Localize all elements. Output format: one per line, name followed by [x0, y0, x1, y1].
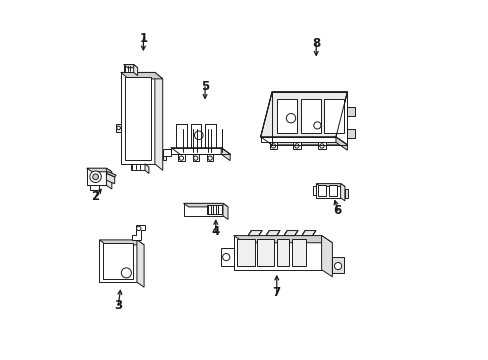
Polygon shape — [324, 99, 343, 133]
Polygon shape — [312, 186, 316, 195]
Polygon shape — [221, 248, 233, 266]
Polygon shape — [346, 129, 354, 138]
Circle shape — [207, 156, 212, 160]
Circle shape — [193, 156, 198, 160]
Polygon shape — [123, 64, 137, 68]
Text: 7: 7 — [272, 287, 280, 300]
Polygon shape — [247, 230, 262, 235]
Polygon shape — [137, 240, 144, 287]
Text: 1: 1 — [139, 32, 147, 45]
Polygon shape — [106, 168, 112, 189]
Circle shape — [90, 171, 101, 183]
Polygon shape — [332, 257, 343, 273]
Polygon shape — [86, 168, 106, 185]
Polygon shape — [265, 230, 280, 235]
Polygon shape — [121, 72, 155, 164]
Polygon shape — [300, 99, 320, 133]
Bar — [317, 185, 325, 196]
Polygon shape — [133, 64, 137, 76]
Polygon shape — [277, 99, 297, 133]
Circle shape — [222, 253, 229, 261]
Polygon shape — [284, 230, 297, 235]
Polygon shape — [155, 72, 163, 170]
Circle shape — [294, 144, 298, 148]
Bar — [291, 239, 305, 266]
Polygon shape — [171, 148, 221, 154]
Polygon shape — [99, 240, 144, 245]
Polygon shape — [163, 149, 171, 156]
Polygon shape — [233, 235, 321, 270]
Polygon shape — [316, 184, 340, 198]
Polygon shape — [121, 72, 163, 79]
Polygon shape — [301, 230, 315, 235]
Circle shape — [117, 126, 120, 130]
Polygon shape — [106, 173, 115, 184]
Polygon shape — [321, 235, 332, 277]
Polygon shape — [183, 203, 223, 216]
Circle shape — [136, 226, 141, 230]
Polygon shape — [346, 107, 354, 116]
Polygon shape — [144, 164, 149, 174]
Polygon shape — [292, 142, 300, 149]
Polygon shape — [192, 154, 199, 161]
Polygon shape — [260, 92, 346, 137]
Text: 4: 4 — [211, 225, 220, 238]
Circle shape — [179, 156, 183, 160]
Polygon shape — [90, 185, 99, 190]
Text: 5: 5 — [201, 80, 209, 93]
Polygon shape — [316, 184, 344, 186]
Circle shape — [286, 113, 295, 123]
Polygon shape — [260, 137, 335, 142]
Bar — [276, 239, 289, 266]
Polygon shape — [123, 64, 133, 72]
Polygon shape — [221, 148, 230, 161]
Polygon shape — [116, 124, 121, 132]
Text: 6: 6 — [333, 204, 341, 217]
Polygon shape — [106, 171, 116, 177]
Polygon shape — [207, 205, 222, 215]
Circle shape — [271, 144, 275, 148]
Polygon shape — [206, 154, 213, 161]
Polygon shape — [344, 189, 347, 198]
Polygon shape — [130, 164, 144, 170]
Circle shape — [319, 144, 324, 148]
Polygon shape — [223, 203, 227, 220]
Circle shape — [194, 131, 203, 140]
Circle shape — [334, 262, 341, 270]
Polygon shape — [269, 142, 277, 149]
Polygon shape — [260, 137, 346, 145]
Circle shape — [121, 268, 131, 278]
Polygon shape — [340, 184, 344, 201]
Polygon shape — [183, 203, 227, 207]
Circle shape — [313, 122, 320, 129]
Text: 3: 3 — [114, 299, 122, 312]
Polygon shape — [163, 152, 166, 159]
Bar — [237, 239, 254, 266]
Text: 8: 8 — [311, 37, 320, 50]
Polygon shape — [317, 142, 325, 149]
Polygon shape — [131, 225, 145, 240]
Bar — [102, 243, 133, 279]
Polygon shape — [171, 148, 230, 154]
Bar — [257, 239, 274, 266]
Polygon shape — [99, 240, 137, 282]
Polygon shape — [86, 168, 112, 172]
Polygon shape — [178, 154, 184, 161]
Text: 2: 2 — [91, 190, 100, 203]
Bar — [328, 185, 336, 196]
Polygon shape — [233, 235, 332, 243]
Polygon shape — [335, 137, 346, 150]
Bar — [125, 77, 150, 159]
Circle shape — [93, 174, 98, 180]
